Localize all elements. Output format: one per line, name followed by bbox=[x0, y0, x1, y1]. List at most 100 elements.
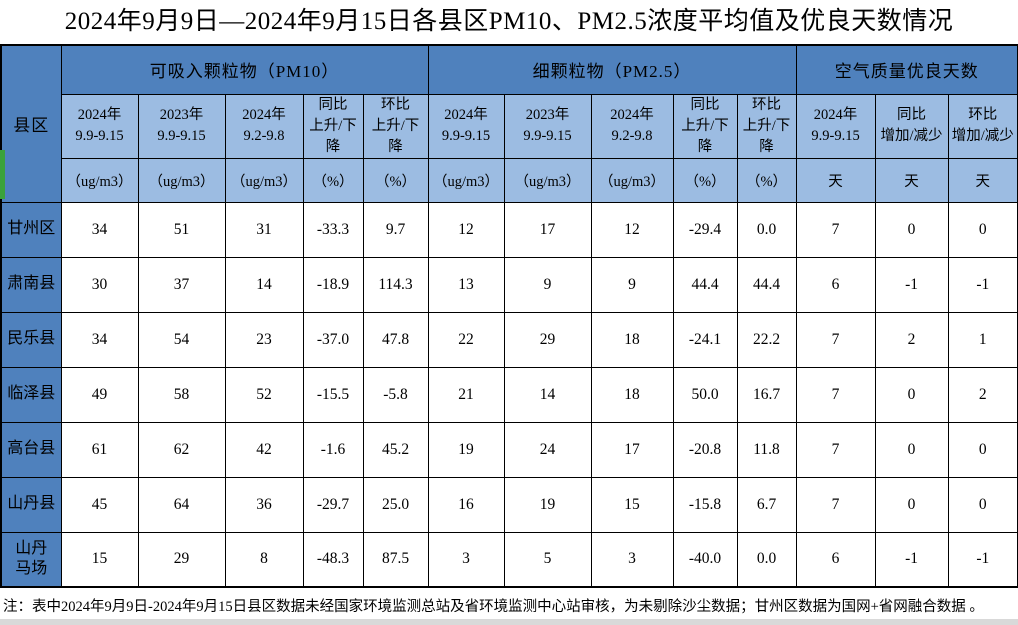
table-cell: 11.8 bbox=[736, 421, 797, 478]
row-header-county: 甘州区 bbox=[0, 201, 62, 258]
group-header-good-days: 空气质量优良天数 bbox=[795, 44, 1018, 95]
table-head: 县区 可吸入颗粒物（PM10） 细颗粒物（PM2.5） 空气质量优良天数 202… bbox=[0, 44, 1018, 203]
table-cell: 42 bbox=[224, 421, 304, 478]
table-cell: 58 bbox=[137, 366, 226, 423]
table-cell: 17 bbox=[590, 421, 674, 478]
table-cell: 62 bbox=[137, 421, 226, 478]
table-cell: 36 bbox=[224, 476, 304, 533]
column-header: 2024年 9.2-9.8 bbox=[590, 93, 674, 159]
table-cell: 29 bbox=[137, 531, 226, 588]
table-cell: 54 bbox=[137, 311, 226, 368]
table-cell: 0 bbox=[947, 201, 1018, 258]
unit-cell: （ug/m3） bbox=[137, 157, 226, 203]
table-cell: 7 bbox=[795, 421, 876, 478]
unit-cell: （ug/m3） bbox=[590, 157, 674, 203]
table-cell: 44.4 bbox=[672, 256, 738, 313]
air-quality-table: 县区 可吸入颗粒物（PM10） 细颗粒物（PM2.5） 空气质量优良天数 202… bbox=[0, 44, 1018, 589]
column-header: 2024年 9.9-9.15 bbox=[60, 93, 139, 159]
unit-cell: （%） bbox=[672, 157, 738, 203]
table-cell: 0 bbox=[874, 366, 949, 423]
table-cell: 22.2 bbox=[736, 311, 797, 368]
table-cell: 19 bbox=[427, 421, 505, 478]
table-cell: 45 bbox=[60, 476, 139, 533]
table-row: 民乐县 34 54 23 -37.0 47.8 22 29 18 -24.1 22.2 7 2 1 bbox=[0, 311, 1018, 368]
column-header: 同比 增加/减少 bbox=[874, 93, 949, 159]
table-cell: 52 bbox=[224, 366, 304, 423]
table-cell: 9 bbox=[590, 256, 674, 313]
column-header: 同比 上升/下降 bbox=[672, 93, 738, 159]
left-edge-accent bbox=[0, 150, 5, 199]
table-cell: 12 bbox=[427, 201, 505, 258]
table-cell: 18 bbox=[590, 366, 674, 423]
table-cell: 0.0 bbox=[736, 201, 797, 258]
table-cell: 9.7 bbox=[362, 201, 429, 258]
table-cell: -24.1 bbox=[672, 311, 738, 368]
page-title: 2024年9月9日—2024年9月15日各县区PM10、PM2.5浓度平均值及优… bbox=[64, 8, 954, 35]
table-cell: 22 bbox=[427, 311, 505, 368]
table-cell: 23 bbox=[224, 311, 304, 368]
table-cell: 50.0 bbox=[672, 366, 738, 423]
table-cell: -1 bbox=[947, 256, 1018, 313]
table-cell: 6 bbox=[795, 531, 876, 588]
table-cell: -1.6 bbox=[302, 421, 364, 478]
table-cell: -29.4 bbox=[672, 201, 738, 258]
unit-cell: （ug/m3） bbox=[224, 157, 304, 203]
table-cell: 7 bbox=[795, 366, 876, 423]
table-cell: 6.7 bbox=[736, 476, 797, 533]
table-cell: 13 bbox=[427, 256, 505, 313]
unit-cell: 天 bbox=[795, 157, 876, 203]
table-row: 高台县 61 62 42 -1.6 45.2 19 24 17 -20.8 11.8 7 0 0 bbox=[0, 421, 1018, 478]
column-header: 2024年 9.2-9.8 bbox=[224, 93, 304, 159]
table-cell: 24 bbox=[503, 421, 592, 478]
unit-cell: （%） bbox=[302, 157, 364, 203]
table-cell: -18.9 bbox=[302, 256, 364, 313]
unit-cell: （ug/m3） bbox=[427, 157, 505, 203]
table-cell: 3 bbox=[427, 531, 505, 588]
unit-cell: （ug/m3） bbox=[60, 157, 139, 203]
table-cell: 2 bbox=[947, 366, 1018, 423]
table-cell: -48.3 bbox=[302, 531, 364, 588]
column-header: 2023年 9.9-9.15 bbox=[137, 93, 226, 159]
table-cell: 15 bbox=[590, 476, 674, 533]
table-cell: 0 bbox=[874, 421, 949, 478]
table-cell: 17 bbox=[503, 201, 592, 258]
sub-header-row: 2024年 9.9-9.15 2023年 9.9-9.15 2024年 9.2-… bbox=[1, 93, 1018, 159]
column-header: 同比 上升/下降 bbox=[302, 93, 364, 159]
column-header: 2024年 9.9-9.15 bbox=[427, 93, 505, 159]
table-cell: 34 bbox=[60, 201, 139, 258]
unit-row: （ug/m3） （ug/m3） （ug/m3） （%） （%） （ug/m3） … bbox=[1, 157, 1018, 203]
table-cell: 37 bbox=[137, 256, 226, 313]
table-cell: 9 bbox=[503, 256, 592, 313]
table-cell: 1 bbox=[947, 311, 1018, 368]
row-header-county: 肃南县 bbox=[0, 256, 62, 313]
group-header-pm10: 可吸入颗粒物（PM10） bbox=[60, 44, 429, 95]
unit-cell: （%） bbox=[362, 157, 429, 203]
unit-cell: （ug/m3） bbox=[503, 157, 592, 203]
table-cell: 64 bbox=[137, 476, 226, 533]
table-cell: 12 bbox=[590, 201, 674, 258]
table-row: 临泽县 49 58 52 -15.5 -5.8 21 14 18 50.0 16.7 7 0 2 bbox=[0, 366, 1018, 423]
table-cell: 14 bbox=[224, 256, 304, 313]
table-cell: 0 bbox=[874, 476, 949, 533]
table-cell: 29 bbox=[503, 311, 592, 368]
table-cell: 8 bbox=[224, 531, 304, 588]
table-cell: -1 bbox=[874, 256, 949, 313]
unit-cell: （%） bbox=[736, 157, 797, 203]
table-cell: -1 bbox=[947, 531, 1018, 588]
table-cell: 6 bbox=[795, 256, 876, 313]
table-cell: 45.2 bbox=[362, 421, 429, 478]
table-row: 甘州区 34 51 31 -33.3 9.7 12 17 12 -29.4 0.0 7 0 0 bbox=[0, 201, 1018, 258]
table-cell: 21 bbox=[427, 366, 505, 423]
table-cell: 15 bbox=[60, 531, 139, 588]
county-column-header: 县区 bbox=[0, 44, 62, 203]
table-cell: -5.8 bbox=[362, 366, 429, 423]
table-cell: 31 bbox=[224, 201, 304, 258]
table-cell: -15.8 bbox=[672, 476, 738, 533]
footnote: 注：表中2024年9月9日-2024年9月15日县区数据未经国家环境监测总站及省… bbox=[3, 599, 984, 616]
table-cell: 16.7 bbox=[736, 366, 797, 423]
table-row: 山丹 马场 15 29 8 -48.3 87.5 3 5 3 -40.0 0.0 6 -1 -1 bbox=[0, 531, 1018, 588]
table-cell: 0 bbox=[947, 421, 1018, 478]
table-cell: 30 bbox=[60, 256, 139, 313]
table-cell: 44.4 bbox=[736, 256, 797, 313]
